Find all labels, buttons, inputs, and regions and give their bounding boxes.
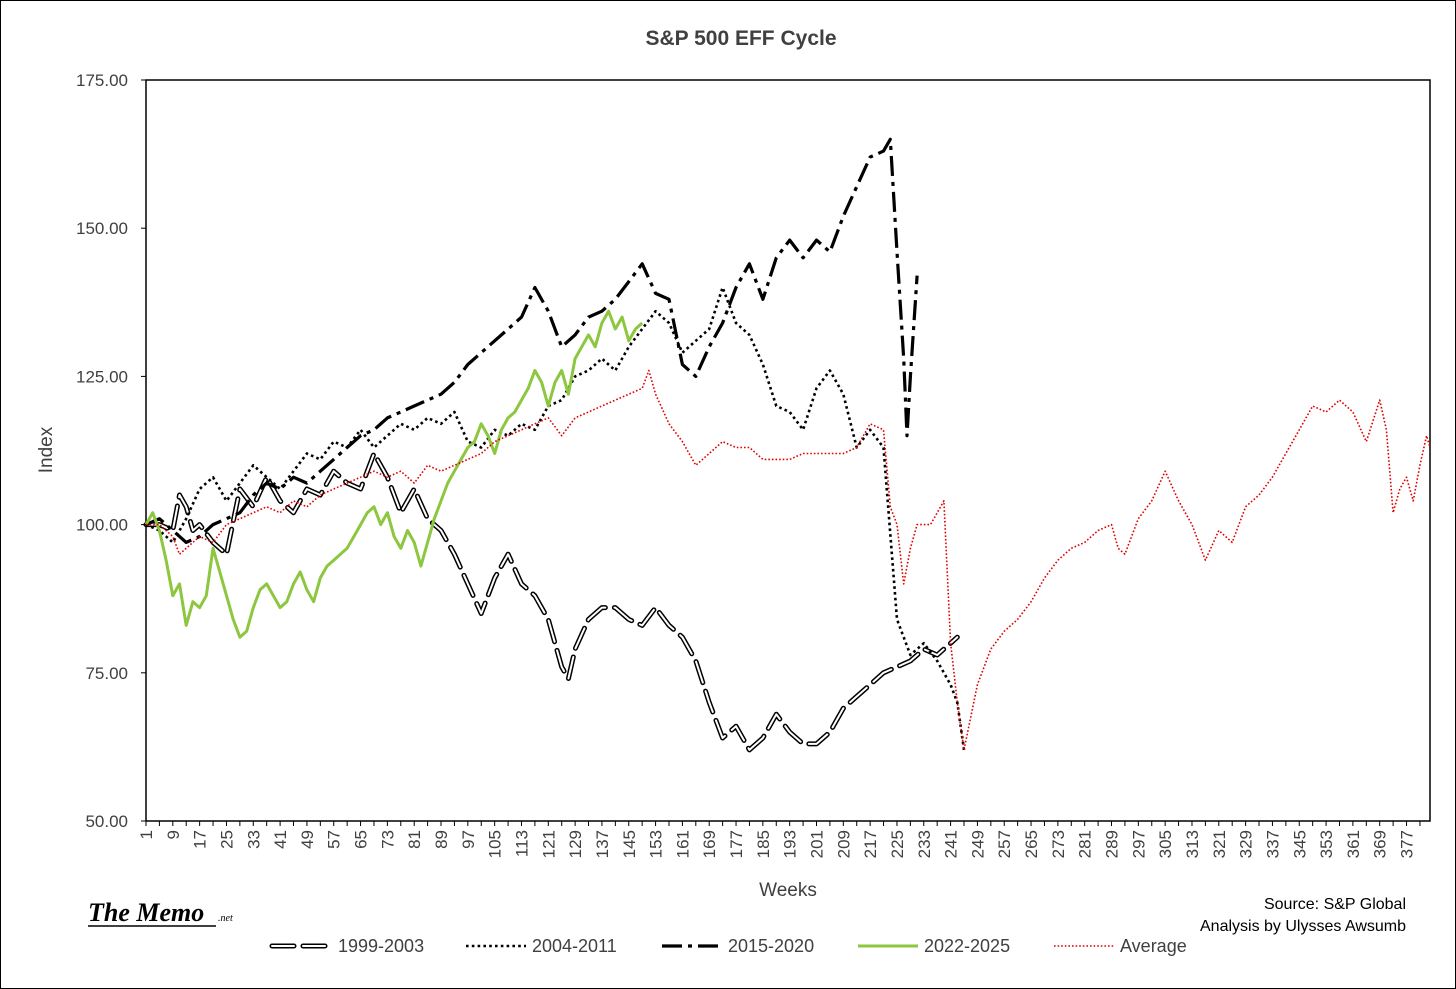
x-tick-label: 361 xyxy=(1344,830,1363,858)
logo: The Memo .net xyxy=(88,898,233,927)
x-tick-label: 145 xyxy=(620,830,639,858)
legend-item-2015-2020: 2015-2020 xyxy=(662,936,814,956)
x-tick-label: 225 xyxy=(888,830,907,858)
series-line-2004-2011 xyxy=(145,286,966,751)
x-tick-label: 265 xyxy=(1022,830,1041,858)
series-2004-2011 xyxy=(145,286,966,751)
x-tick-label: 33 xyxy=(244,830,263,849)
x-tick-label: 65 xyxy=(352,830,371,849)
x-axis-title: Weeks xyxy=(759,880,817,901)
legend-item-2004-2011: 2004-2011 xyxy=(466,936,617,956)
x-tick-label: 281 xyxy=(1076,830,1095,858)
x-tick-label: 337 xyxy=(1263,830,1282,858)
y-tick-label: 125.00 xyxy=(76,367,128,386)
x-tick-label: 241 xyxy=(942,830,961,858)
x-tick-label: 177 xyxy=(727,830,746,858)
analysis-text: Analysis by Ulysses Awsumb xyxy=(1200,918,1406,935)
x-tick-label: 209 xyxy=(834,830,853,858)
x-tick-label: 41 xyxy=(271,830,290,849)
x-tick-label: 9 xyxy=(164,830,183,839)
y-tick-label: 150.00 xyxy=(76,219,128,238)
x-tick-label: 273 xyxy=(1049,830,1068,858)
y-tick-label: 175.00 xyxy=(76,71,128,90)
legend-label: 2015-2020 xyxy=(728,936,814,956)
chart-title: S&P 500 EFF Cycle xyxy=(645,27,836,50)
legend-item-2022-2025: 2022-2025 xyxy=(858,936,1010,956)
legend-label: 2004-2011 xyxy=(532,936,617,956)
legend-item-1999-2003: 1999-2003 xyxy=(269,936,424,956)
series-line-1999-2003 xyxy=(143,451,960,753)
logo-text: The Memo xyxy=(88,898,204,927)
x-tick-label: 201 xyxy=(807,830,826,858)
x-tick-label: 73 xyxy=(378,830,397,849)
logo-suffix: .net xyxy=(218,913,233,924)
x-tick-label: 169 xyxy=(700,830,719,858)
legend-label: 2022-2025 xyxy=(924,936,1010,956)
x-tick-label: 25 xyxy=(217,830,236,849)
series-line-2022-2025 xyxy=(144,309,644,639)
x-tick-label: 369 xyxy=(1371,830,1390,858)
series-2015-2020 xyxy=(145,137,919,544)
x-tick-label: 137 xyxy=(593,830,612,858)
x-tick-label: 289 xyxy=(1103,830,1122,858)
y-tick-label: 75.00 xyxy=(85,664,128,683)
x-tick-label: 297 xyxy=(1129,830,1148,858)
x-tick-label: 305 xyxy=(1156,830,1175,858)
x-tick-label: 233 xyxy=(915,830,934,858)
series-line-average xyxy=(146,369,1431,751)
legend-label: Average xyxy=(1120,936,1187,956)
series-average xyxy=(146,369,1431,751)
x-tick-label: 313 xyxy=(1183,830,1202,858)
x-tick-label: 249 xyxy=(968,830,987,858)
y-tick-label: 100.00 xyxy=(76,516,128,535)
x-tick-label: 321 xyxy=(1210,830,1229,858)
x-tick-label: 185 xyxy=(754,830,773,858)
series-layer xyxy=(143,137,1431,753)
series-line-2015-2020 xyxy=(145,137,919,544)
x-tick-label: 121 xyxy=(539,830,558,858)
series-2022-2025 xyxy=(144,309,644,639)
series-1999-2003 xyxy=(143,451,960,753)
x-tick-label: 17 xyxy=(191,830,210,849)
x-tick-label: 1 xyxy=(137,830,156,839)
plot-area xyxy=(145,79,1431,822)
x-tick-label: 113 xyxy=(512,830,531,857)
x-tick-label: 257 xyxy=(995,830,1014,858)
x-tick-label: 81 xyxy=(405,830,424,849)
x-tick-label: 161 xyxy=(673,830,692,858)
y-axis-title: Index xyxy=(36,426,57,473)
x-tick-label: 89 xyxy=(432,830,451,849)
x-tick-label: 105 xyxy=(486,830,505,858)
source-text: Source: S&P Global xyxy=(1264,896,1406,913)
x-tick-label: 193 xyxy=(781,830,800,858)
series-line-inner-1999-2003 xyxy=(145,452,959,751)
legend-label: 1999-2003 xyxy=(338,936,424,956)
x-tick-label: 129 xyxy=(566,830,585,858)
x-tick-label: 329 xyxy=(1237,830,1256,858)
x-tick-label: 57 xyxy=(325,830,344,849)
x-tick-label: 153 xyxy=(647,830,666,858)
x-tick-label: 97 xyxy=(459,830,478,849)
legend: 1999-2003 2004-2011 2015-2020 2022-2025 Aver… xyxy=(269,936,1187,956)
x-axis-ticks: 1 9 17 25 33 41 49 57 65 73 81 89 97 105 113 121 129 137 1… xyxy=(137,821,1421,858)
y-axis-ticks: 50.00 75.00 100.00 125.00 150.00 175.00 xyxy=(76,71,146,831)
x-tick-label: 353 xyxy=(1317,830,1336,858)
x-tick-label: 217 xyxy=(861,830,880,858)
y-tick-label: 50.00 xyxy=(85,812,128,831)
x-tick-label: 49 xyxy=(298,830,317,849)
x-tick-label: 377 xyxy=(1398,830,1417,858)
legend-item-average: Average xyxy=(1054,936,1187,956)
x-tick-label: 345 xyxy=(1290,830,1309,858)
